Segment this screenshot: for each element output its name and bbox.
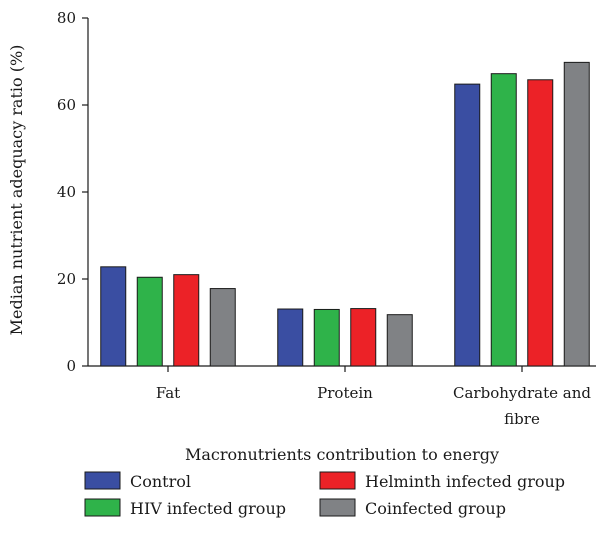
legend-swatch bbox=[319, 471, 356, 490]
bar bbox=[563, 61, 590, 367]
legend-swatch bbox=[319, 498, 356, 517]
bar bbox=[386, 314, 413, 367]
bar bbox=[454, 83, 481, 367]
bar bbox=[313, 308, 340, 367]
legend-label: Helminth infected group bbox=[365, 472, 565, 491]
x-tick-label: Fat bbox=[156, 384, 180, 402]
y-tick-label: 80 bbox=[57, 9, 76, 27]
bar bbox=[527, 79, 554, 367]
legend-label: Coinfected group bbox=[365, 499, 506, 518]
legend-swatch bbox=[84, 498, 121, 517]
bars bbox=[100, 61, 590, 367]
x-tick-label: Protein bbox=[317, 384, 373, 402]
legend-label: Control bbox=[130, 472, 191, 491]
y-tick-label: 60 bbox=[57, 96, 76, 114]
x-tick-label: fibre bbox=[504, 410, 540, 428]
labels: Median nutrient adequacy ratio (%) Macro… bbox=[7, 9, 591, 464]
bar bbox=[350, 308, 377, 367]
y-axis-title: Median nutrient adequacy ratio (%) bbox=[7, 45, 26, 336]
x-axis-title: Macronutrients contribution to energy bbox=[185, 445, 499, 464]
legend-swatch bbox=[84, 471, 121, 490]
legend-label: HIV infected group bbox=[130, 499, 286, 518]
x-tick-label: Carbohydrate and bbox=[453, 384, 591, 402]
bar bbox=[209, 288, 236, 367]
bar bbox=[173, 274, 200, 367]
bar bbox=[136, 276, 163, 367]
bar bbox=[277, 308, 304, 367]
bar bbox=[490, 73, 517, 367]
y-tick-label: 20 bbox=[57, 270, 76, 288]
legend: Control HIV infected group Helminth infect… bbox=[84, 471, 565, 518]
y-tick-label: 40 bbox=[57, 183, 76, 201]
bar bbox=[100, 266, 127, 367]
y-tick-label: 0 bbox=[66, 357, 76, 375]
